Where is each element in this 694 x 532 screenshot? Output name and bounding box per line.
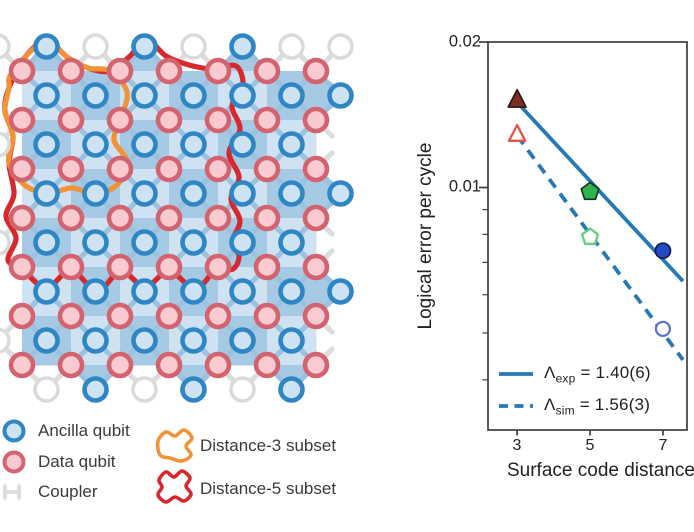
data-qubit-icon <box>2 450 26 474</box>
fit-legend: Λexp = 1.40(6) Λsim = 1.56(3) <box>498 358 651 422</box>
marker-simulation-d7 <box>654 320 672 338</box>
marker-simulation-d3 <box>507 123 527 142</box>
fit-legend-text-sim: Λsim = 1.56(3) <box>544 394 651 418</box>
legend-label-data-qubit: Data qubit <box>38 452 116 471</box>
fit-line-sim <box>515 134 685 361</box>
fit-legend-row-exp: Λexp = 1.40(6) <box>498 358 651 390</box>
legend-label-distance-5-subset: Distance-5 subset <box>200 479 337 498</box>
x-tick-label-7: 7 <box>658 437 668 454</box>
marker-simulation-d5 <box>580 227 600 245</box>
ancilla-qubit-icon <box>2 419 26 443</box>
couplers <box>3 52 335 384</box>
x-tick-label-3: 3 <box>512 437 522 454</box>
axis-ticks <box>479 41 664 436</box>
solid-line-swatch <box>499 372 533 376</box>
x-tick-label-5: 5 <box>585 437 595 454</box>
plot-frame <box>487 41 688 431</box>
coupler-icon <box>3 484 21 500</box>
marker-experiment-d3 <box>507 88 527 108</box>
legend-label-distance-3-subset: Distance-3 subset <box>200 436 337 455</box>
marker-experiment-d5 <box>580 181 600 201</box>
y-tick-label-0.01: 0.01 <box>448 177 481 196</box>
qubit-lattice-diagram <box>0 33 354 504</box>
data-qubits <box>8 57 330 379</box>
unused-qubits <box>0 33 354 403</box>
fit-legend-text-exp: Λexp = 1.40(6) <box>544 362 651 386</box>
dashed-line-swatch <box>499 404 533 408</box>
legend-label-coupler: Coupler <box>38 482 98 501</box>
fit-legend-row-sim: Λsim = 1.56(3) <box>498 390 651 422</box>
marker-experiment-d7 <box>654 242 672 260</box>
distance-5-subset-icon <box>156 469 193 504</box>
ancilla-qubits <box>33 33 354 403</box>
y-tick-label-0.02: 0.02 <box>448 32 481 51</box>
error-chart-plot <box>479 41 688 436</box>
legend-label-ancilla-qubit: Ancilla qubit <box>38 421 130 440</box>
y-axis-label: Logical error per cycle <box>415 142 436 330</box>
distance-3-subset-icon <box>155 428 194 463</box>
x-axis-label: Surface code distance <box>506 460 694 481</box>
